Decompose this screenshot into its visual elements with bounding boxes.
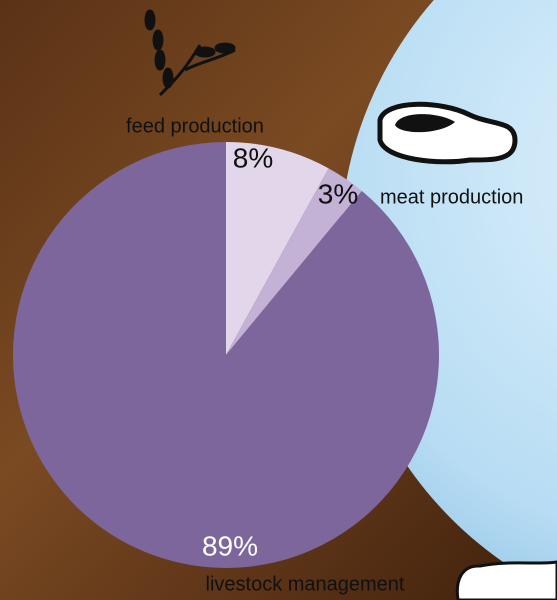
value-label: 89% [202,530,258,561]
pie-slice [226,142,329,355]
pie-slice [12,142,440,568]
value-label: 3% [318,178,358,209]
wheat-icon [144,9,236,97]
livestock-icon [455,560,557,600]
category-label: feed production [126,115,264,137]
category-label: livestock management [206,573,405,595]
meat-icon [377,101,518,165]
category-label: meat production [380,186,523,208]
pie-slice [226,168,362,355]
pie [12,142,440,568]
value-label: 8% [233,142,273,173]
